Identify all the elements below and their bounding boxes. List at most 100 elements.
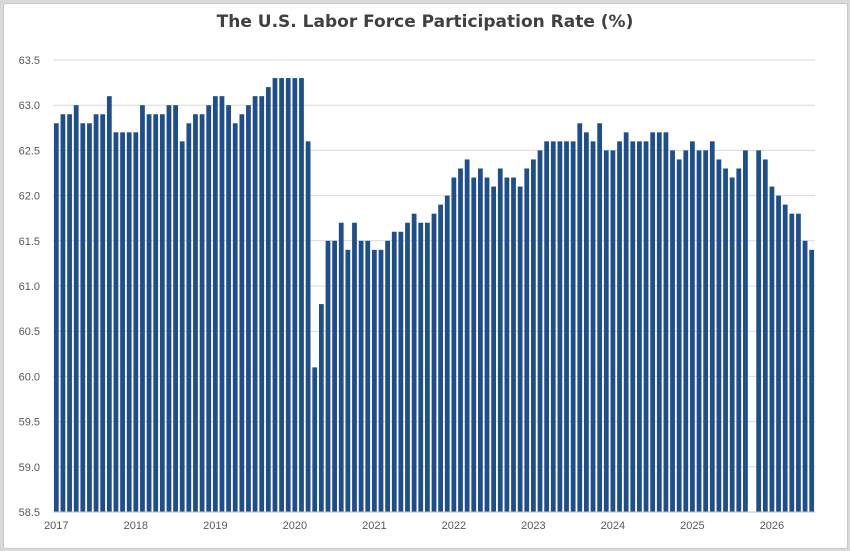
bar xyxy=(246,105,251,512)
bar xyxy=(60,114,66,513)
bar xyxy=(259,96,265,512)
bar xyxy=(206,105,212,512)
bars xyxy=(53,78,815,513)
bar xyxy=(312,367,318,512)
bar xyxy=(564,141,569,513)
bar xyxy=(292,78,298,512)
bar xyxy=(650,132,656,512)
bar xyxy=(299,78,304,512)
bar xyxy=(637,141,642,513)
bar xyxy=(226,105,231,512)
bar xyxy=(683,150,689,512)
y-tick-label: 61.0 xyxy=(19,281,40,293)
bar xyxy=(431,213,437,512)
bar xyxy=(557,141,563,513)
x-tick-label: 2025 xyxy=(680,520,704,532)
bar xyxy=(696,150,702,512)
bar xyxy=(93,114,99,513)
bar xyxy=(418,222,424,512)
bar xyxy=(577,123,583,512)
bar xyxy=(690,141,695,513)
bar xyxy=(550,141,556,513)
bar xyxy=(511,177,516,512)
bar xyxy=(325,240,331,513)
bar xyxy=(378,249,384,512)
x-tick-label: 2022 xyxy=(442,520,466,532)
bar xyxy=(358,240,364,513)
x-tick-label: 2024 xyxy=(601,520,625,532)
bar xyxy=(524,168,530,513)
bar xyxy=(106,96,112,512)
bar xyxy=(517,186,523,512)
chart-title: The U.S. Labor Force Participation Rate … xyxy=(216,12,634,32)
bar xyxy=(212,96,218,512)
bar xyxy=(809,249,815,512)
bar xyxy=(173,105,178,512)
bar xyxy=(398,231,404,512)
bar xyxy=(140,105,145,512)
bar xyxy=(305,141,311,513)
bar xyxy=(166,105,172,512)
x-tick-label: 2026 xyxy=(760,520,784,532)
bar xyxy=(723,168,728,513)
bar xyxy=(318,304,324,512)
bar xyxy=(504,177,510,512)
y-tick-label: 59.0 xyxy=(19,462,40,474)
bar xyxy=(67,114,72,513)
bar xyxy=(709,141,715,513)
bar xyxy=(610,150,616,512)
bar xyxy=(597,123,603,512)
bar xyxy=(120,132,125,512)
bar xyxy=(789,213,795,512)
bar xyxy=(219,96,225,512)
bar xyxy=(663,132,669,512)
bar xyxy=(193,114,198,513)
y-tick-label: 60.0 xyxy=(19,371,40,383)
bar xyxy=(179,141,185,513)
y-tick-label: 62.0 xyxy=(19,191,40,203)
bar xyxy=(537,150,543,512)
bar xyxy=(113,132,119,512)
bar xyxy=(478,168,483,513)
bar xyxy=(338,222,344,512)
y-tick-label: 60.5 xyxy=(19,326,40,338)
bar xyxy=(491,186,497,512)
bar xyxy=(73,105,79,512)
bar xyxy=(796,213,801,512)
bar xyxy=(544,141,550,513)
y-tick-label: 63.5 xyxy=(19,55,40,67)
bar xyxy=(617,141,622,513)
bar xyxy=(497,168,503,513)
bar xyxy=(332,240,337,513)
bar xyxy=(776,195,781,512)
y-tick-label: 59.5 xyxy=(19,417,40,429)
y-tick-label: 63.0 xyxy=(19,100,40,112)
bar xyxy=(471,177,477,512)
bar xyxy=(285,78,291,512)
bar xyxy=(623,132,629,512)
bar xyxy=(570,141,576,513)
bar xyxy=(736,168,742,513)
bar xyxy=(584,132,589,512)
bar xyxy=(133,132,139,512)
bar xyxy=(424,222,430,512)
bar xyxy=(279,78,284,512)
bar xyxy=(676,159,682,512)
bar xyxy=(438,204,444,512)
y-axis: 63.5 63.0 62.5 62.0 61.5 61.0 60.5 60.0 59.5 59.0… xyxy=(19,55,40,519)
bar xyxy=(769,186,775,512)
y-tick-label: 62.5 xyxy=(19,145,40,157)
bar xyxy=(458,168,463,513)
y-tick-label: 58.5 xyxy=(19,507,40,519)
bar xyxy=(444,195,450,512)
bar xyxy=(186,123,192,512)
bar xyxy=(345,249,351,512)
bar xyxy=(365,240,371,513)
bar xyxy=(100,114,106,513)
bar xyxy=(405,222,410,512)
bar xyxy=(716,159,722,512)
x-tick-label: 2023 xyxy=(521,520,545,532)
bar xyxy=(252,96,258,512)
bar xyxy=(603,150,609,512)
bar xyxy=(80,123,86,512)
